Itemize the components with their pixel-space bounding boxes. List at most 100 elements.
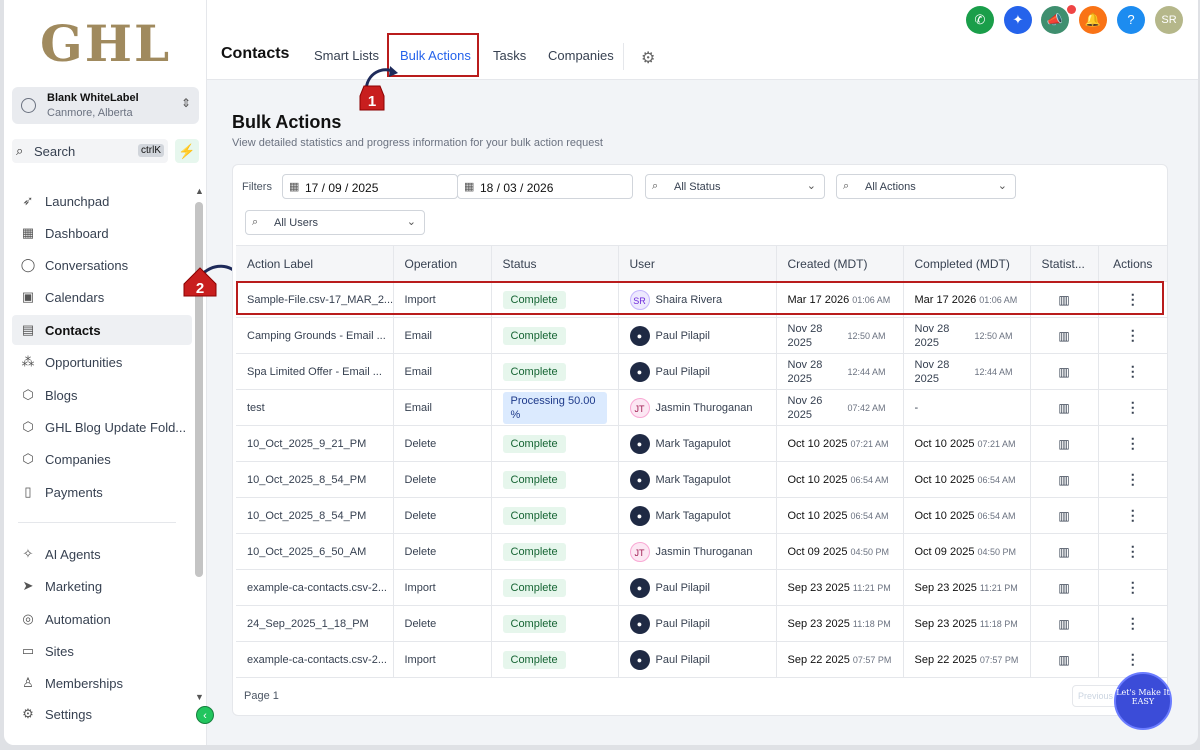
sidebar-item-automation[interactable]: ◎ Automation xyxy=(12,604,192,634)
sidebar-search[interactable]: ⌕ Search ctrlK xyxy=(12,139,168,163)
more-options-icon[interactable]: ⋮ xyxy=(1125,435,1140,451)
more-options-icon[interactable]: ⋮ xyxy=(1125,291,1140,307)
completed-cell: Nov 28 2025 12:50 AM xyxy=(903,317,1031,354)
date-to-field[interactable]: ▦ 18 / 03 / 2026 xyxy=(457,174,633,199)
col-status[interactable]: Status xyxy=(491,245,619,282)
tab-bulk-actions[interactable]: Bulk Actions xyxy=(400,48,471,63)
phone-icon[interactable]: ✆ xyxy=(966,6,994,34)
completed-cell: Sep 22 2025 07:57 PM xyxy=(903,641,1031,678)
status-filter-select[interactable]: ⌕ All Status ⌄ xyxy=(645,174,825,199)
actions-filter-select[interactable]: ⌕ All Actions ⌄ xyxy=(836,174,1016,199)
tab-smart-lists[interactable]: Smart Lists xyxy=(314,48,380,63)
bar-chart-icon[interactable]: ▥ xyxy=(1058,508,1070,523)
table-row[interactable]: example-ca-contacts.csv-2... Import Comple… xyxy=(236,569,1167,606)
action-label-cell[interactable]: example-ca-contacts.csv-2... xyxy=(236,641,394,678)
collapse-sidebar-icon[interactable]: ‹ xyxy=(196,706,214,724)
scroll-down-icon[interactable]: ▼ xyxy=(195,692,204,702)
bar-chart-icon[interactable]: ▥ xyxy=(1058,580,1070,595)
date-text: - xyxy=(914,401,919,414)
sidebar-item-settings[interactable]: ⚙ Settings xyxy=(12,699,192,729)
sidebar-item-marketing[interactable]: ➤ Marketing xyxy=(12,571,192,601)
action-label-cell[interactable]: Sample-File.csv-17_MAR_2... xyxy=(236,281,394,318)
bar-chart-icon[interactable]: ▥ xyxy=(1058,400,1070,415)
col-user[interactable]: User xyxy=(618,245,777,282)
date-from-field[interactable]: ▦ 17 / 09 / 2025 xyxy=(282,174,458,199)
bell-icon[interactable]: 🔔 xyxy=(1079,6,1107,34)
users-filter-value: All Users xyxy=(274,217,319,229)
magic-icon[interactable]: ✦ xyxy=(1004,6,1032,34)
bar-chart-icon[interactable]: ▥ xyxy=(1058,544,1070,559)
table-row[interactable]: 24_Sep_2025_1_18_PM Delete Complete ● Paul P… xyxy=(236,605,1167,642)
more-options-icon[interactable]: ⋮ xyxy=(1125,399,1140,415)
avatar[interactable]: SR xyxy=(1155,6,1183,34)
sidebar-item-ai-agents[interactable]: ✧ AI Agents xyxy=(12,539,192,569)
chevron-updown-icon: ⇕ xyxy=(180,96,191,110)
sidebar-item-calendars[interactable]: ▣ Calendars xyxy=(12,282,192,312)
gear-icon[interactable]: ⚙ xyxy=(641,50,656,67)
tab-tasks[interactable]: Tasks xyxy=(493,48,527,63)
action-label-cell[interactable]: 10_Oct_2025_9_21_PM xyxy=(236,425,394,462)
col-operation[interactable]: Operation xyxy=(393,245,492,282)
table-row[interactable]: Spa Limited Offer - Email ... Email Comple… xyxy=(236,353,1167,390)
table-row[interactable]: 10_Oct_2025_8_54_PM Delete Complete ● Mark T… xyxy=(236,497,1167,534)
table-row[interactable]: 10_Oct_2025_9_21_PM Delete Complete ● Mark T… xyxy=(236,425,1167,462)
more-options-icon[interactable]: ⋮ xyxy=(1125,363,1140,379)
sidebar-item-conversations[interactable]: ◯ Conversations xyxy=(12,250,192,280)
more-options-icon[interactable]: ⋮ xyxy=(1125,543,1140,559)
created-cell: Mar 17 2026 01:06 AM xyxy=(776,281,904,318)
table-row[interactable]: 10_Oct_2025_6_50_AM Delete Complete JT Jasmi… xyxy=(236,533,1167,570)
action-label-cell[interactable]: 10_Oct_2025_8_54_PM xyxy=(236,497,394,534)
col-action-label[interactable]: Action Label xyxy=(236,245,394,282)
more-options-icon[interactable]: ⋮ xyxy=(1125,615,1140,631)
col-statistics[interactable]: Statist... xyxy=(1030,245,1099,282)
bar-chart-icon[interactable]: ▥ xyxy=(1058,436,1070,451)
bar-chart-icon[interactable]: ▥ xyxy=(1058,616,1070,631)
col-completed[interactable]: Completed (MDT) xyxy=(903,245,1031,282)
col-created[interactable]: Created (MDT) xyxy=(776,245,904,282)
action-label-cell[interactable]: 24_Sep_2025_1_18_PM xyxy=(236,605,394,642)
bar-chart-icon[interactable]: ▥ xyxy=(1058,364,1070,379)
table-row[interactable]: 10_Oct_2025_8_54_PM Delete Complete ● Mark T… xyxy=(236,461,1167,498)
table-row[interactable]: Sample-File.csv-17_MAR_2... Import Complet… xyxy=(236,281,1167,318)
bar-chart-icon[interactable]: ▥ xyxy=(1058,652,1070,667)
location-switcher[interactable]: Blank WhiteLabel Canmore, Alberta ⇕ xyxy=(12,87,199,124)
sidebar-item-sites[interactable]: ▭ Sites xyxy=(12,636,192,666)
action-label-cell[interactable]: Camping Grounds - Email ... xyxy=(236,317,394,354)
date-text: Oct 10 2025 xyxy=(914,473,975,486)
bar-chart-icon[interactable]: ▥ xyxy=(1058,328,1070,343)
help-icon[interactable]: ? xyxy=(1117,6,1145,34)
sidebar-item-blogs[interactable]: ⬡ Blogs xyxy=(12,380,192,410)
sidebar-item-launchpad[interactable]: ➶ Launchpad xyxy=(12,186,192,216)
sidebar-item-dashboard[interactable]: ▦ Dashboard xyxy=(12,218,192,248)
scroll-up-icon[interactable]: ▲ xyxy=(195,186,204,196)
users-filter-select[interactable]: ⌕ All Users ⌄ xyxy=(245,210,425,235)
table-row[interactable]: example-ca-contacts.csv-2... Import Comple… xyxy=(236,641,1167,678)
more-options-icon[interactable]: ⋮ xyxy=(1125,651,1140,667)
time-text: 11:21 PM xyxy=(852,582,891,593)
action-label-cell[interactable]: Spa Limited Offer - Email ... xyxy=(236,353,394,390)
table-row[interactable]: test Email Processing 50.00 % JT Jasmin Thur… xyxy=(236,389,1167,426)
sidebar-item-ghl-blog-update-fold[interactable]: ⬡ GHL Blog Update Fold... xyxy=(12,412,192,442)
action-label-cell[interactable]: test xyxy=(236,389,394,426)
sidebar-item-contacts[interactable]: ▤ Contacts xyxy=(12,315,192,345)
action-label-cell[interactable]: example-ca-contacts.csv-2... xyxy=(236,569,394,606)
sidebar-item-companies[interactable]: ⬡ Companies xyxy=(12,444,192,474)
sidebar-item-payments[interactable]: ▯ Payments xyxy=(12,477,192,507)
megaphone-icon[interactable]: 📣 xyxy=(1041,6,1069,34)
date-text: Oct 10 2025 xyxy=(914,437,975,450)
more-options-icon[interactable]: ⋮ xyxy=(1125,579,1140,595)
more-options-icon[interactable]: ⋮ xyxy=(1125,507,1140,523)
bar-chart-icon[interactable]: ▥ xyxy=(1058,472,1070,487)
table-row[interactable]: Camping Grounds - Email ... Email Complete… xyxy=(236,317,1167,354)
action-label-cell[interactable]: 10_Oct_2025_6_50_AM xyxy=(236,533,394,570)
sidebar-scrollbar[interactable] xyxy=(195,202,203,577)
bar-chart-icon[interactable]: ▥ xyxy=(1058,292,1070,307)
operation-cell: Delete xyxy=(393,605,492,642)
action-label-cell[interactable]: 10_Oct_2025_8_54_PM xyxy=(236,461,394,498)
quick-actions-bolt-icon[interactable]: ⚡ xyxy=(175,139,199,163)
sidebar-item-opportunities[interactable]: ⁂ Opportunities xyxy=(12,347,192,377)
more-options-icon[interactable]: ⋮ xyxy=(1125,471,1140,487)
more-options-icon[interactable]: ⋮ xyxy=(1125,327,1140,343)
sidebar-item-memberships[interactable]: ♙ Memberships xyxy=(12,668,192,698)
tab-companies[interactable]: Companies xyxy=(548,48,614,63)
